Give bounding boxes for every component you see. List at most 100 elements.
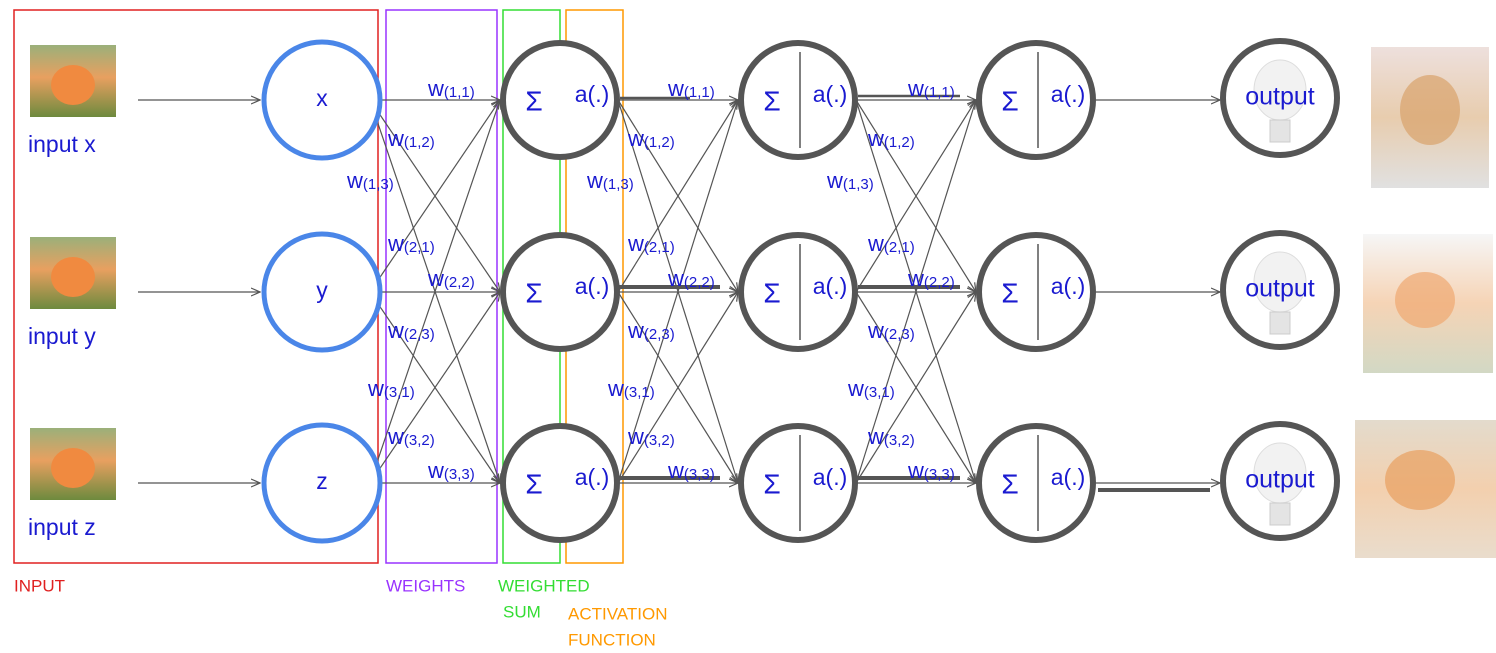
activation-label: a(.) [575,464,610,490]
weight-label: w(3,2) [867,424,915,449]
neuron [976,423,1096,543]
activation-label: a(.) [813,81,848,107]
connection [369,100,500,484]
weight-base: w [627,424,644,449]
input-image-detail [51,65,95,105]
weight-base: w [387,424,404,449]
connection [855,100,976,484]
weight-sub: (1,3) [843,176,874,193]
weight-base: w [907,76,924,101]
neuron [738,40,858,160]
weight-label: w(3,3) [907,458,955,483]
weight-base: w [387,318,404,343]
weight-base: w [867,126,884,151]
weight-label: w(2,2) [907,266,955,291]
weight-base: w [907,458,924,483]
connection [855,292,976,484]
weight-sub: (1,2) [644,134,675,151]
weight-label: w(2,2) [667,266,715,291]
weight-label: w(3,2) [627,424,675,449]
weight-base: w [387,126,404,151]
weight-sub: (3,1) [624,384,655,401]
input-node-label: z [316,468,328,494]
activation-label: a(.) [813,464,848,490]
weight-sub: (1,1) [444,84,475,101]
neuron [738,423,858,543]
weight-sub: (1,2) [884,134,915,151]
sum-symbol: Σ [1001,85,1018,116]
weight-base: w [667,76,684,101]
weight-label: w(1,2) [627,126,675,151]
input-node [261,231,383,353]
connection [369,100,500,293]
weight-sub: (1,1) [684,84,715,101]
weight-base: w [427,76,444,101]
weight-label: w(1,1) [427,76,475,101]
weight-base: w [907,266,924,291]
weight-base: w [387,231,404,256]
section-label: WEIGHTS [386,576,465,595]
weight-sub: (3,1) [864,384,895,401]
weight-sub: (3,2) [404,432,435,449]
activation-label: a(.) [1051,81,1086,107]
connection [617,100,738,293]
weight-sub: (3,1) [384,384,415,401]
bulb-base [1269,311,1291,335]
weight-base: w [867,318,884,343]
weight-base: w [607,376,624,401]
input-image-detail [51,257,95,297]
sum-symbol: Σ [763,468,780,499]
output-label: output [1245,466,1315,494]
weight-sub: (3,3) [924,466,955,483]
weight-label: w(2,3) [867,318,915,343]
weight-sub: (2,1) [644,239,675,256]
weight-label: w(3,1) [607,376,655,401]
activation-label: a(.) [575,273,610,299]
weight-sub: (1,1) [924,84,955,101]
weight-sub: (1,3) [363,176,394,193]
weight-base: w [867,231,884,256]
weight-label: w(1,1) [907,76,955,101]
section-label: ACTIVATION [568,604,668,623]
neuron [500,423,620,543]
connection [855,100,976,293]
weight-sub: (1,3) [603,176,634,193]
weight-sub: (3,2) [884,432,915,449]
weight-label: w(3,2) [387,424,435,449]
input-node [261,422,383,544]
connection [617,292,738,484]
input-node-label: x [316,85,328,111]
weight-sub: (2,2) [684,274,715,291]
weight-label: w(1,3) [826,168,874,193]
input-image-detail [51,448,95,488]
weight-label: w(1,2) [387,126,435,151]
weight-sub: (2,1) [404,239,435,256]
weight-sub: (2,3) [644,326,675,343]
weight-label: w(2,1) [867,231,915,256]
weight-base: w [667,458,684,483]
connection [369,292,500,484]
weight-base: w [867,424,884,449]
output-label: output [1245,275,1315,303]
diagram-layer: INPUT WEIGHTS WEIGHTED SUM ACTIVATION FUNCTIO… [13,9,1496,649]
weight-base: w [627,231,644,256]
neuron [500,40,620,160]
weight-sub: (3,2) [644,432,675,449]
sum-symbol: Σ [763,277,780,308]
neuron [976,40,1096,160]
weight-base: w [847,376,864,401]
bulb-base [1269,119,1291,143]
input-label: input y [28,323,96,349]
weight-label: w(2,1) [387,231,435,256]
activation-label: a(.) [575,81,610,107]
section-label: FUNCTION [568,630,656,649]
activation-label: a(.) [1051,273,1086,299]
neuron [738,232,858,352]
weight-label: w(1,3) [586,168,634,193]
weight-sub: (2,2) [444,274,475,291]
weight-label: w(1,2) [867,126,915,151]
weight-label: w(2,3) [627,318,675,343]
weight-base: w [826,168,843,193]
connection [617,100,738,484]
sum-symbol: Σ [1001,468,1018,499]
